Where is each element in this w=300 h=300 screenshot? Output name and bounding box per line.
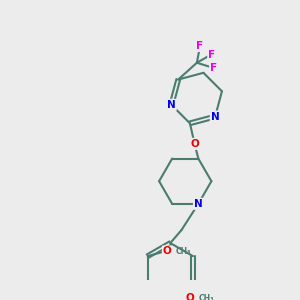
Text: F: F	[208, 50, 215, 60]
Text: N: N	[211, 112, 220, 122]
Text: N: N	[194, 199, 203, 209]
Text: O: O	[163, 247, 172, 256]
Text: O: O	[190, 139, 199, 149]
Text: CH₃: CH₃	[198, 294, 214, 300]
Text: O: O	[185, 293, 194, 300]
Text: CH₃: CH₃	[176, 247, 191, 256]
Text: N: N	[167, 100, 176, 110]
Text: F: F	[196, 41, 203, 51]
Text: F: F	[210, 63, 217, 74]
